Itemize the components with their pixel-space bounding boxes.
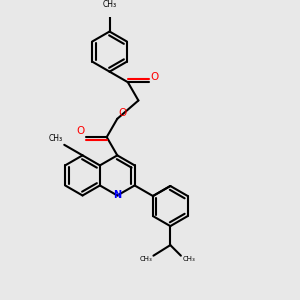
Text: CH₃: CH₃ [182, 256, 195, 262]
Text: CH₃: CH₃ [49, 134, 63, 143]
Text: O: O [150, 72, 159, 82]
Text: N: N [113, 190, 122, 200]
Text: O: O [119, 108, 127, 118]
Text: CH₃: CH₃ [103, 0, 117, 9]
Text: O: O [76, 127, 84, 136]
Text: CH₃: CH₃ [139, 256, 152, 262]
